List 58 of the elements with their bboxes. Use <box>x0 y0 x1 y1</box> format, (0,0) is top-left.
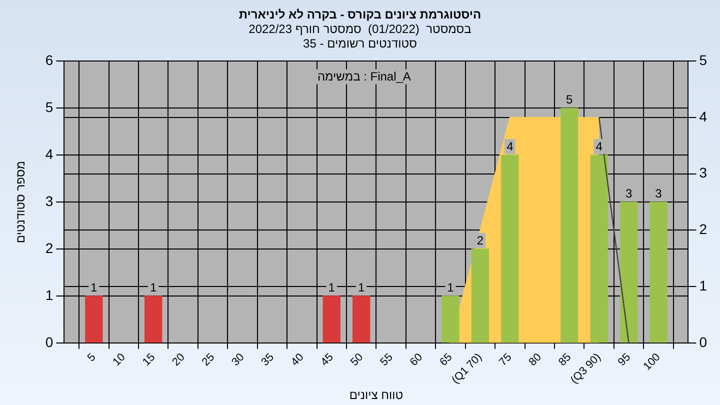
data-label: 1 <box>447 280 454 294</box>
data-label: 2 <box>476 233 484 248</box>
x-tick-label: 55 <box>378 351 396 368</box>
y-tick-label: 5 <box>45 99 54 116</box>
data-label: 3 <box>655 186 662 200</box>
x-tick-label: 50 <box>348 351 366 368</box>
bar <box>85 296 103 343</box>
data-label: 5 <box>566 92 574 106</box>
x-tick-label: 75 <box>497 351 514 368</box>
y-tick-label: 2 <box>45 240 54 256</box>
x-tick-label: 5 <box>85 351 98 364</box>
x-tick-label: 20 <box>170 351 188 368</box>
y-tick-label: 6 <box>45 52 54 68</box>
x-tick-label: 40 <box>289 351 306 368</box>
chart-title: היסטוגרמת ציונים בקורס - בקרה לא ליניארית <box>238 8 482 22</box>
bar <box>352 296 370 343</box>
x-tick-label: 25 <box>200 351 218 368</box>
x-tick-label: 30 <box>230 351 247 368</box>
bar <box>560 108 578 343</box>
bar <box>501 154 519 343</box>
bar <box>650 202 668 343</box>
bar <box>590 154 608 343</box>
x-axis-title: טווח ציונים <box>349 388 404 402</box>
x-tick-label: 45 <box>318 351 336 368</box>
x-tick-label: 80 <box>526 351 544 368</box>
y-tick-label: 0 <box>45 334 54 350</box>
y-tick-label: 3 <box>45 192 54 209</box>
data-label: 1 <box>150 280 157 294</box>
x-tick-label: 60 <box>408 351 426 368</box>
y2-tick-label: 5 <box>699 52 708 68</box>
data-label: 3 <box>625 186 632 200</box>
data-label: 4 <box>596 139 603 154</box>
y-axis-title: מספר סטודנטים <box>14 161 28 244</box>
y2-tick-label: 2 <box>699 221 708 238</box>
bar <box>620 202 638 343</box>
bar <box>471 248 490 343</box>
y-tick-label: 4 <box>45 146 54 162</box>
x-tick-label: 15 <box>140 351 158 368</box>
bar <box>322 296 340 343</box>
bar <box>442 296 460 343</box>
data-label: 1 <box>328 280 336 294</box>
x-tick-label: 65 <box>438 351 455 368</box>
chart-subtitle: בסמסטר (01/2022) סמסטר חורף 2022/23 סטודנטים רשומים - 35 <box>248 22 472 50</box>
data-label: 1 <box>358 280 365 294</box>
bar <box>144 296 162 343</box>
x-tick-label: 100 <box>641 351 663 373</box>
x-tick-label: 95 <box>616 351 634 368</box>
y-tick-label: 1 <box>45 286 54 303</box>
data-label: 1 <box>90 280 98 294</box>
data-label: 4 <box>506 139 514 154</box>
x-tick-label: 85 <box>556 351 574 368</box>
annotation: במשימה : Final_A <box>317 70 411 84</box>
y2-tick-label: 0 <box>699 334 708 350</box>
x-tick-label: 35 <box>259 351 276 368</box>
y2-tick-label: 4 <box>699 108 708 124</box>
y2-tick-label: 1 <box>699 277 708 294</box>
y2-tick-label: 3 <box>699 164 708 181</box>
x-tick-label: 10 <box>110 351 128 368</box>
